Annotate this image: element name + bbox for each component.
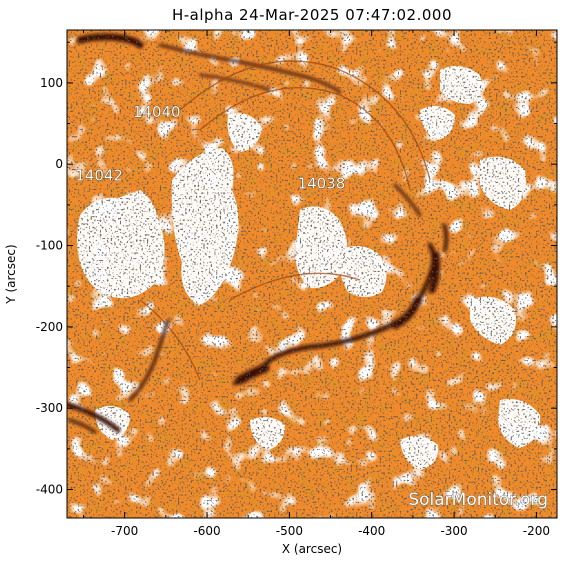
- active-region-labels: 14040 14042 14038: [75, 103, 346, 193]
- x-axis-ticks: -700 -600 -500 -400 -300 -200: [82, 30, 550, 538]
- region-label-14042: 14042: [75, 166, 123, 184]
- plot-title: H-alpha 24-Mar-2025 07:47:02.000: [171, 6, 452, 24]
- y-tick-label: 100: [40, 76, 63, 90]
- y-tick-label: -300: [36, 401, 63, 415]
- x-tick-label: -600: [193, 524, 220, 538]
- y-tick-label: -100: [36, 239, 63, 253]
- y-tick-label: -200: [36, 320, 63, 334]
- y-axis-ticks: 100 0 -100 -200 -300 -400: [36, 41, 557, 497]
- speckle-noise: [67, 30, 557, 518]
- y-axis-label: Y (arcsec): [4, 244, 18, 304]
- x-tick-label: -500: [276, 524, 303, 538]
- region-label-14038: 14038: [298, 175, 346, 193]
- x-tick-label: -200: [523, 524, 550, 538]
- region-label-14040: 14040: [133, 103, 181, 121]
- plot-frame: [66, 29, 558, 519]
- y-tick-label: -400: [36, 483, 63, 497]
- x-tick-label: -700: [111, 524, 138, 538]
- x-axis-label: X (arcsec): [282, 542, 342, 556]
- x-tick-label: -400: [358, 524, 385, 538]
- y-tick-label: 0: [55, 157, 63, 171]
- x-tick-label: -300: [440, 524, 467, 538]
- solarmonitor-watermark: SolarMonitor.org: [408, 490, 548, 510]
